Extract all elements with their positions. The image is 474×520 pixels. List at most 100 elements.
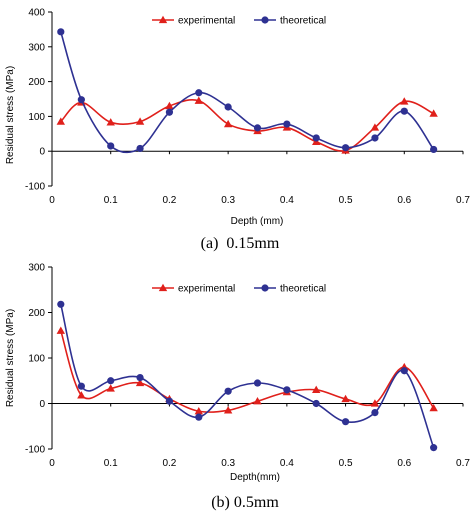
data-point-theoretical [224,103,232,111]
series-line-theoretical [60,304,435,448]
data-point-experimental [135,378,145,387]
x-tick-label: 0 [49,195,55,206]
x-axis-label: Depth (mm) [231,216,284,227]
y-tick-label: -100 [25,445,45,456]
x-tick-label: 0.4 [280,195,294,206]
data-point-theoretical [400,367,408,375]
data-point-theoretical [77,382,85,390]
series-layer [56,300,438,452]
y-tick-label: -100 [25,182,45,193]
y-axis-label: Residual stress (MPa) [5,309,16,407]
data-point-theoretical [312,134,320,142]
x-tick-label: 0.2 [162,458,176,469]
legend-marker-experimental [158,283,168,292]
x-tick-label: 0.3 [221,458,235,469]
x-tick-label: 0.3 [221,195,235,206]
y-tick-label: 100 [28,354,45,365]
legend-marker-experimental [158,15,168,24]
data-point-experimental [370,399,380,407]
data-point-theoretical [253,379,262,387]
y-tick-label: 200 [28,77,45,88]
series-layer [56,28,438,154]
data-point-theoretical [430,444,438,452]
x-tick-label: 0.7 [456,458,470,469]
series-line-experimental [60,330,435,414]
data-point-experimental [429,403,438,412]
data-point-theoretical [195,413,203,421]
data-point-theoretical [57,28,65,36]
data-point-experimental [400,97,409,105]
axes: -100 0 100 200 300 400 0 0.1 0.2 0.3 0.4 0.5 0.6 0.7 [25,8,470,207]
panel-caption: (b) 0.5mm [211,494,279,511]
x-tick-label: 0 [49,458,55,469]
chart-panel-b: -100 0 100 200 300 0 0.1 0.2 0.3 0.4 0.5 0.6 0.7 exp… [5,263,470,512]
data-point-theoretical [77,96,85,104]
y-tick-label: 400 [28,8,45,19]
data-point-experimental [106,384,115,392]
y-axis-label: Residual stress (MPa) [5,66,16,164]
x-tick-label: 0.1 [104,458,118,469]
data-point-theoretical [165,108,174,116]
data-point-theoretical [371,409,379,417]
legend: experimental theoretical [152,284,326,295]
data-point-experimental [194,407,203,415]
data-point-theoretical [430,145,438,154]
data-point-experimental [312,385,321,393]
data-point-theoretical [136,144,144,153]
data-point-experimental [370,123,380,131]
data-point-theoretical [283,120,291,128]
y-tick-label: 0 [39,399,45,410]
data-point-experimental [77,391,86,399]
data-point-theoretical [107,142,115,150]
data-point-theoretical [371,134,379,142]
data-point-theoretical [136,373,144,382]
data-point-experimental [165,101,174,110]
data-point-theoretical [165,397,174,405]
x-tick-label: 0.1 [104,195,118,206]
x-tick-label: 0.6 [397,458,411,469]
y-tick-label: 300 [28,263,45,274]
data-point-theoretical [195,89,203,97]
legend: experimental theoretical [152,16,326,27]
data-point-theoretical [283,386,291,394]
legend-label: theoretical [280,284,326,295]
y-tick-label: 100 [28,112,45,123]
x-tick-label: 0.5 [339,195,353,206]
data-point-theoretical [57,300,65,308]
series-line-experimental [60,98,435,152]
data-point-experimental [56,326,66,334]
panel-caption: (a) 0.15mm [201,235,280,252]
legend-marker-theoretical [261,16,269,24]
legend-label: experimental [178,284,235,295]
data-point-theoretical [341,144,350,152]
series-line-theoretical [60,31,435,154]
data-point-experimental [223,119,233,128]
x-tick-label: 0.6 [397,195,411,206]
data-point-experimental [194,96,203,104]
x-tick-label: 0.5 [339,458,353,469]
data-point-theoretical [312,399,320,408]
y-tick-label: 0 [39,147,45,158]
x-tick-label: 0.2 [162,195,176,206]
legend-label: experimental [178,16,235,27]
data-point-experimental [429,109,438,117]
y-tick-label: 200 [28,308,45,319]
data-point-experimental [135,117,145,125]
data-point-experimental [341,394,350,403]
data-point-experimental [56,117,66,125]
data-point-experimental [106,118,115,126]
data-point-theoretical [400,107,408,115]
data-point-theoretical [253,124,262,132]
data-point-theoretical [224,387,232,395]
y-tick-label: 300 [28,42,45,53]
x-axis-label: Depth(mm) [230,472,280,483]
x-tick-label: 0.4 [280,458,294,469]
data-point-theoretical [341,418,350,426]
data-point-experimental [223,406,233,414]
legend-label: theoretical [280,16,326,27]
legend-marker-theoretical [261,284,269,292]
data-point-theoretical [107,377,115,385]
data-point-experimental [253,397,262,405]
